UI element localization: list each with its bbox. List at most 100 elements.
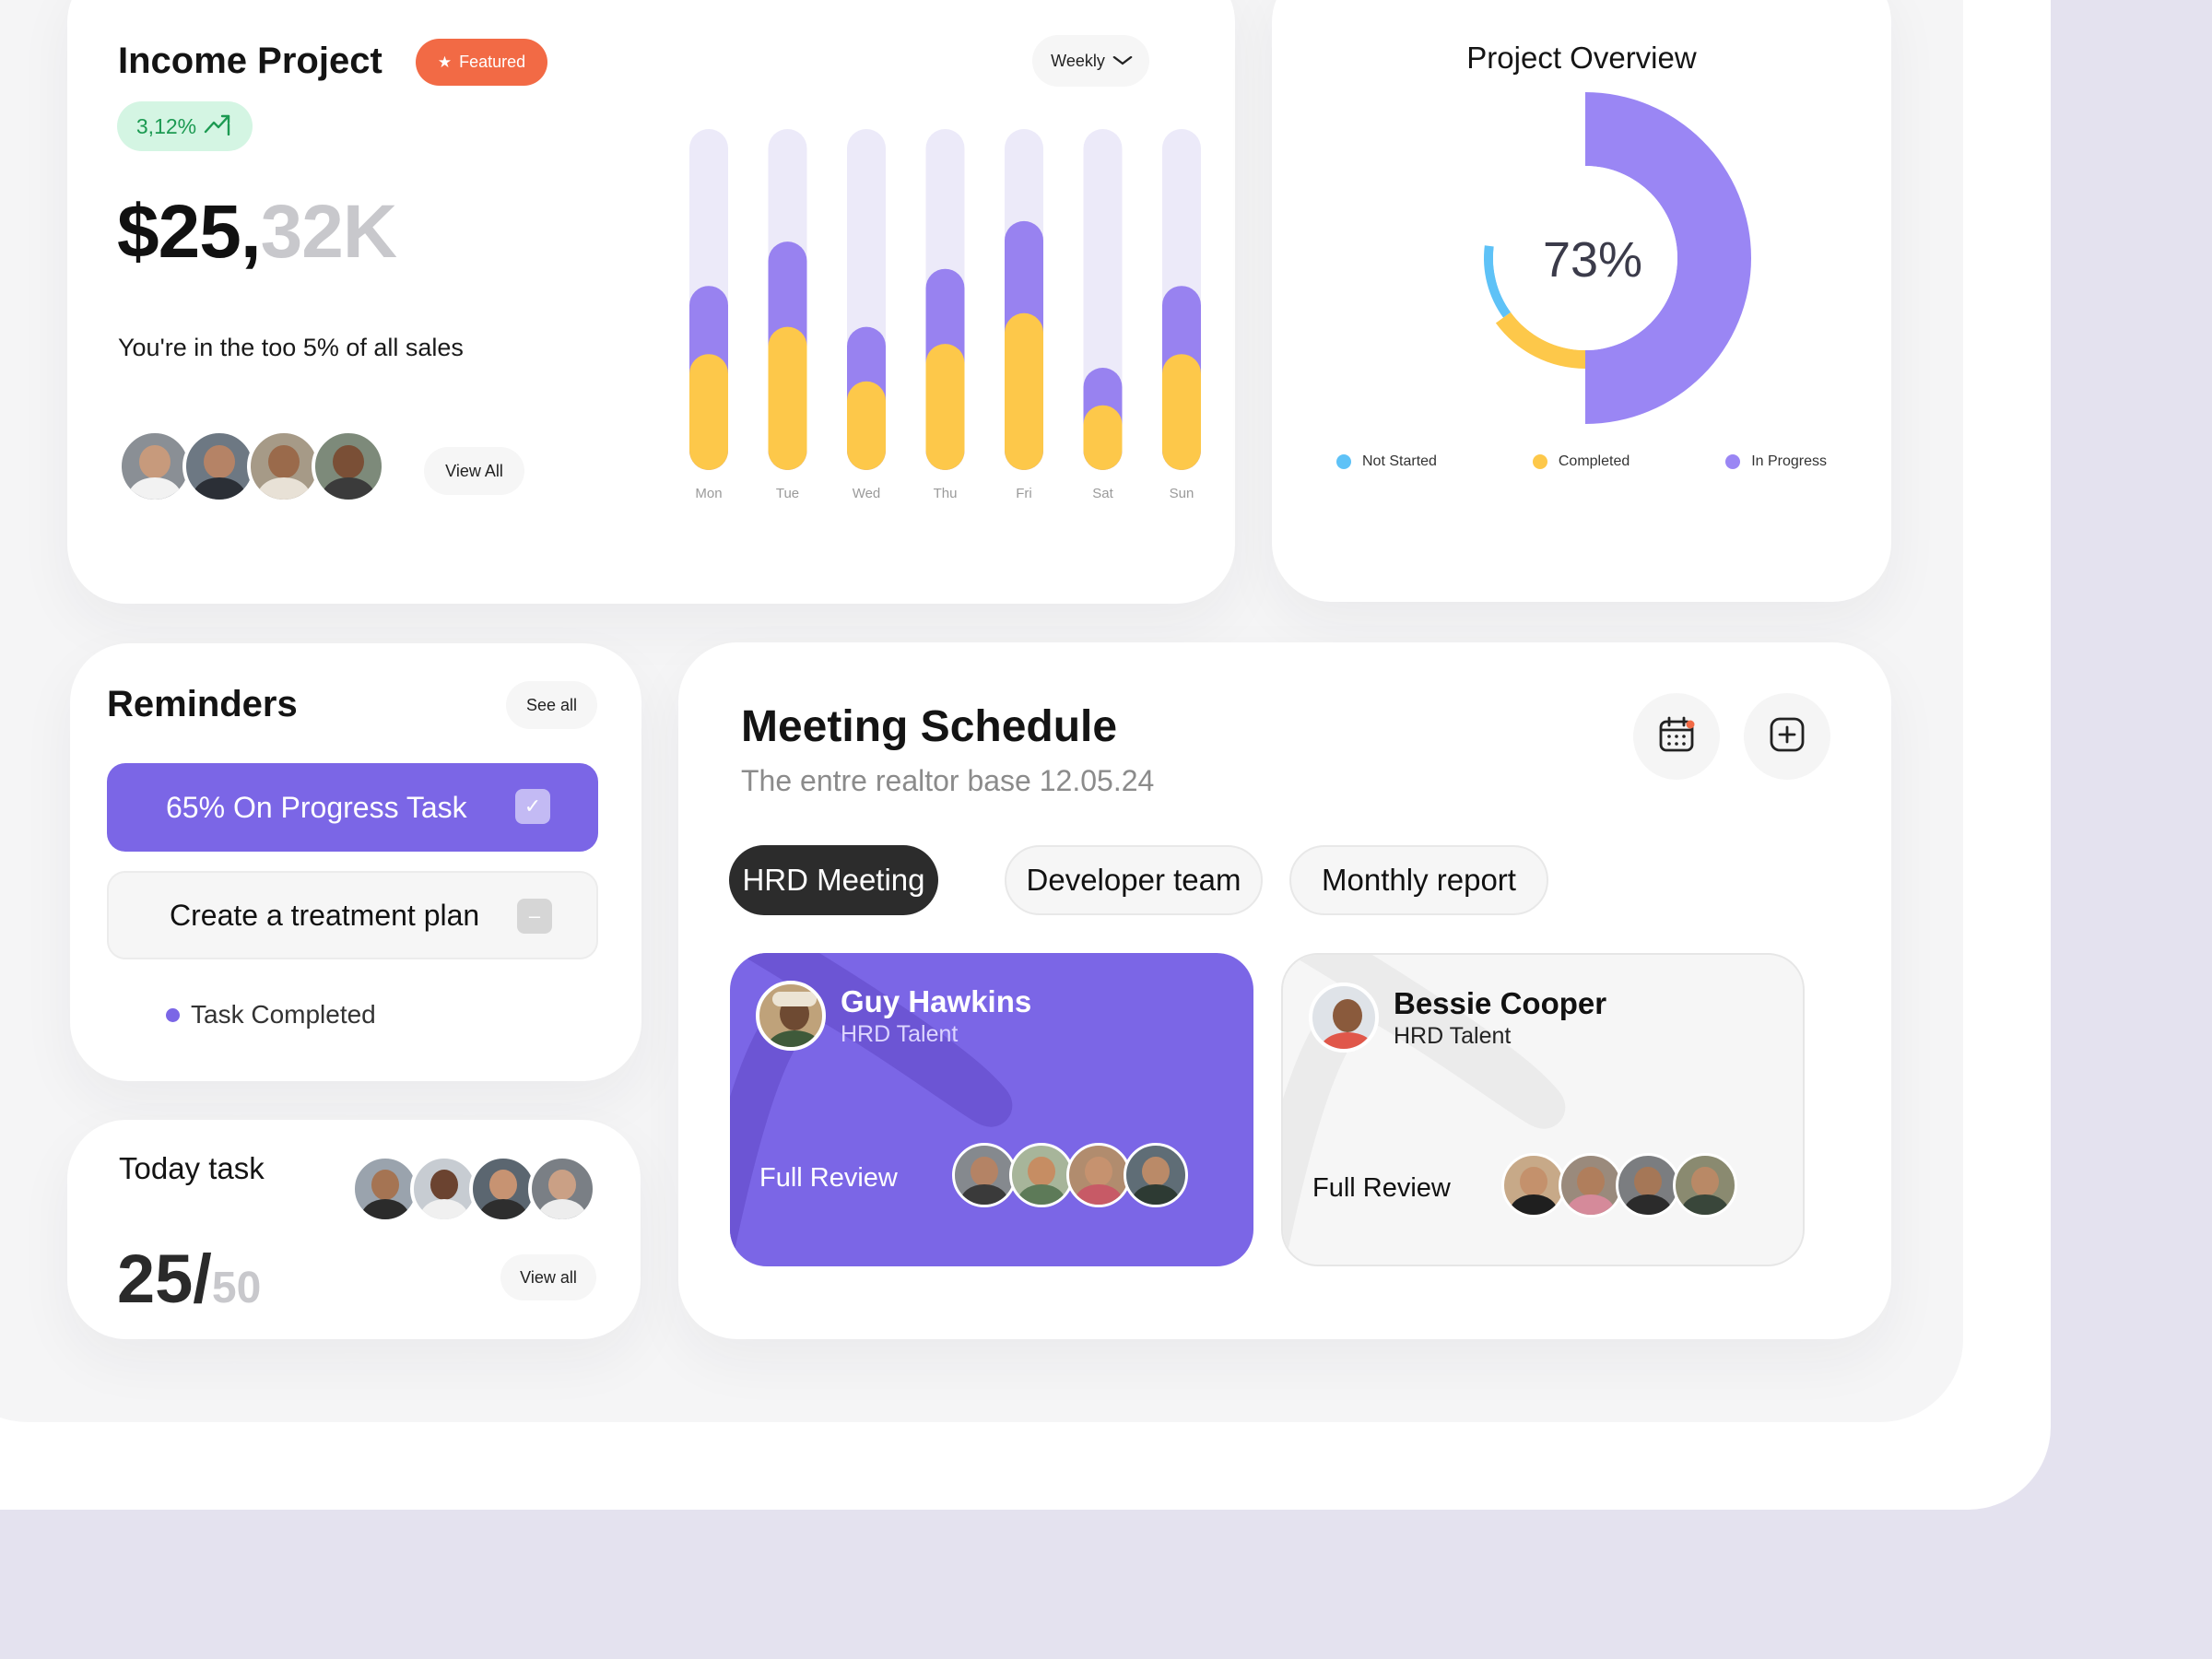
avatar[interactable] [756,981,826,1051]
avatar[interactable] [351,1155,419,1223]
donut-center [1493,166,1677,350]
today-task-card: Today task 25/50 View all [67,1120,641,1339]
featured-label: Featured [459,53,526,71]
calendar-icon [1658,716,1695,758]
attendee-role: HRD Talent [841,1021,959,1047]
today-avatars[interactable] [351,1155,596,1223]
add-square-icon [1769,716,1806,758]
bar-segment-yellow [689,354,728,470]
task-completed-item[interactable]: Task Completed [166,1000,376,1030]
full-review-link[interactable]: Full Review [1312,1173,1451,1203]
meeting-card-bessie-cooper[interactable]: Bessie Cooper HRD Talent Full Review [1281,953,1805,1266]
bar-group-sat[interactable]: Sat [1083,129,1123,501]
avatar[interactable] [1673,1153,1737,1218]
legend-in-progress: In Progress [1725,453,1827,470]
minus-icon[interactable]: – [517,899,552,934]
bar-group-fri[interactable]: Fri [1005,129,1043,501]
avatar[interactable] [1309,982,1379,1053]
star-icon: ★ [437,53,453,71]
bar-segment-yellow [1005,312,1043,470]
avatar[interactable] [1501,1153,1566,1218]
see-all-button[interactable]: See all [506,681,597,729]
meeting-avatars[interactable] [952,1143,1188,1207]
add-meeting-button[interactable] [1744,693,1830,780]
meeting-title: Meeting Schedule [741,702,1118,751]
period-label: Weekly [1051,51,1105,70]
avatar[interactable] [1124,1143,1188,1207]
avatar[interactable] [247,429,321,503]
x-tick-label: Wed [853,486,881,501]
bar-segment-yellow [768,326,807,470]
legend-completed: Completed [1532,453,1630,470]
full-review-link[interactable]: Full Review [759,1163,898,1193]
view-all-button[interactable]: View All [424,447,524,495]
avatar[interactable] [312,429,385,503]
reminders-title: Reminders [107,684,298,724]
legend-label: Completed [1558,453,1630,469]
task-label: Create a treatment plan [170,898,480,932]
avatar[interactable] [528,1155,596,1223]
income-amount: $25,32K [117,189,397,276]
bar-group-mon[interactable]: Mon [689,129,728,501]
avatar[interactable] [1009,1143,1074,1207]
tab-hrd-meeting[interactable]: HRD Meeting [729,845,938,915]
donut-segment-not-started[interactable] [1484,245,1512,318]
chart-legend: Not Started Completed In Progress [1336,453,1827,470]
view-all-button[interactable]: View all [500,1254,596,1300]
donut-segment-completed[interactable] [1495,312,1585,369]
bar-group-wed[interactable]: Wed [847,129,886,501]
check-icon[interactable]: ✓ [515,789,550,824]
tasks-total: 50 [211,1264,262,1312]
team-avatars[interactable] [118,429,385,503]
avatar[interactable] [952,1143,1017,1207]
x-tick-label: Sun [1170,486,1194,501]
income-title: Income Project [118,41,382,81]
today-task-title: Today task [119,1151,265,1185]
bar-segment-yellow [1162,354,1201,470]
chevron-down-icon [1112,52,1133,71]
avatar[interactable] [410,1155,478,1223]
reminders-card: Reminders See all 65% On Progress Task ✓… [70,643,641,1081]
calendar-button[interactable] [1633,693,1720,780]
avatar[interactable] [469,1155,537,1223]
task-completed-label: Task Completed [191,1000,376,1029]
meeting-card-guy-hawkins[interactable]: Guy Hawkins HRD Talent Full Review [730,953,1253,1266]
bar-group-sun[interactable]: Sun [1162,129,1201,501]
overview-title: Project Overview [1466,41,1697,75]
avatar[interactable] [1559,1153,1623,1218]
meeting-subtitle: The entre realtor base 12.05.24 [741,764,1155,797]
x-tick-label: Fri [1016,486,1032,501]
today-task-count: 25/50 [117,1240,261,1318]
task-item-progress[interactable]: 65% On Progress Task ✓ [107,763,598,852]
featured-badge[interactable]: ★ Featured [416,39,547,86]
meeting-schedule-card: Meeting Schedule The entre realtor base … [678,642,1891,1339]
amount-main: $25, [117,190,262,274]
period-dropdown[interactable]: Weekly [1032,35,1149,87]
avatar[interactable] [1066,1143,1131,1207]
tab-monthly-report[interactable]: Monthly report [1289,845,1548,915]
avatar[interactable] [182,429,256,503]
avatar[interactable] [118,429,192,503]
bar-group-thu[interactable]: Thu [925,129,965,501]
attendee-name: Guy Hawkins [841,984,1032,1018]
income-tagline: You're in the too 5% of all sales [118,334,464,361]
x-tick-label: Sat [1092,486,1113,501]
legend-label: Not Started [1362,453,1437,469]
bar-group-tue[interactable]: Tue [768,129,807,501]
project-overview-donut-chart: 73% [1484,92,1751,424]
avatar[interactable] [1616,1153,1680,1218]
legend-label: In Progress [1751,453,1827,469]
bullet-icon [166,1007,180,1022]
donut-segment-in-progress[interactable] [1585,92,1751,424]
x-tick-label: Tue [776,486,799,501]
x-tick-label: Thu [934,486,958,501]
bar-segment-yellow [1083,405,1123,470]
x-tick-label: Mon [695,486,722,501]
meeting-avatars[interactable] [1501,1153,1737,1218]
project-overview-card: Project Overview 73% Not Started Complet… [1272,0,1891,602]
bar-segment-yellow [847,381,886,470]
task-item-treatment[interactable]: Create a treatment plan – [107,871,598,959]
tab-developer-team[interactable]: Developer team [1005,845,1263,915]
attendee-name: Bessie Cooper [1394,986,1607,1020]
growth-value: 3,12% [135,113,197,138]
